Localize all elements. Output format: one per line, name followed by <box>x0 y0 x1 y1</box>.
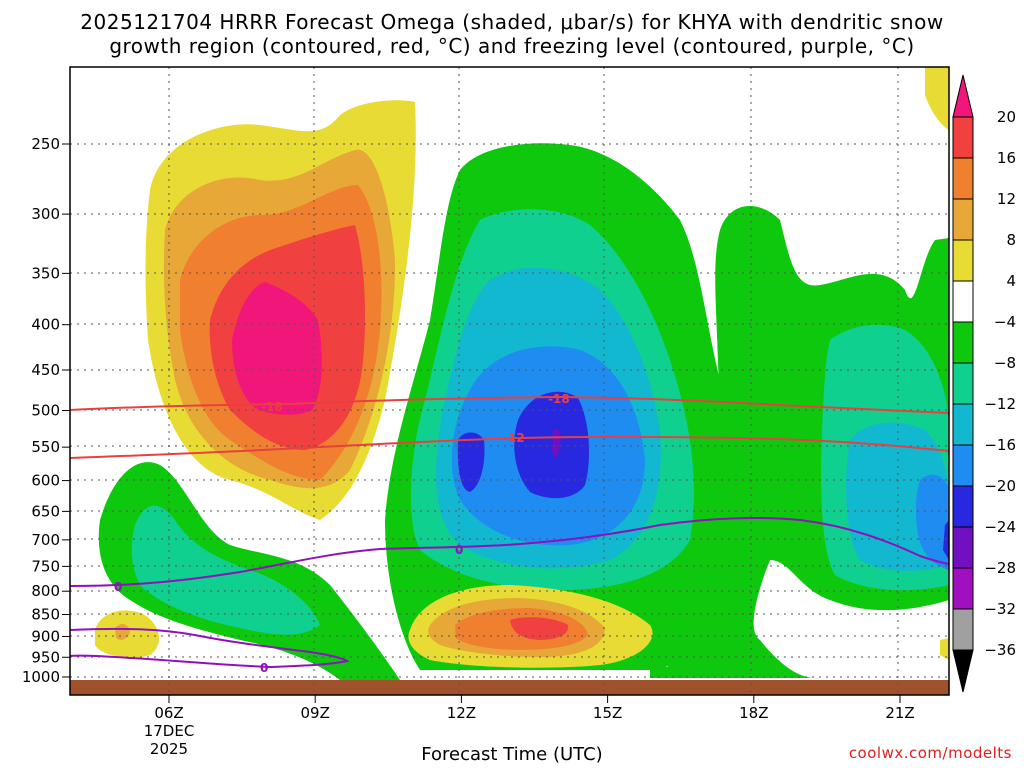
colorbar-bottom-arrow <box>952 649 974 693</box>
x-tick-label: 18Z <box>739 704 768 722</box>
x-tick-label: 09Z <box>301 704 330 722</box>
omega-neg-right-24 <box>943 520 949 560</box>
contour-minus-18 <box>69 395 950 414</box>
label-minus-18-b: -18 <box>548 392 570 406</box>
colorbar-label: 20 <box>997 108 1016 126</box>
colorbar-label: 16 <box>997 149 1016 167</box>
colorbar-bin <box>952 198 974 241</box>
freezing-level-contours <box>69 516 950 669</box>
label-minus-12: -12 <box>503 431 525 445</box>
label-zero-a: 0 <box>114 580 122 594</box>
omega-neg-24-b <box>457 432 485 492</box>
x-tick-label: 21Z <box>885 704 914 722</box>
x-tick-label: 06Z <box>154 704 183 722</box>
y-tick-label: 650 <box>31 502 60 520</box>
x-axis: 06Z 09Z 12Z 15Z 18Z 21Z <box>154 695 915 722</box>
omega-pos-20 <box>232 282 322 415</box>
colorbar-bin <box>952 239 974 282</box>
omega-pos-right-sliver <box>940 638 949 660</box>
contour-minus-12 <box>69 435 950 459</box>
colorbar-bin <box>952 280 974 323</box>
y-tick-label: 300 <box>31 205 60 223</box>
colorbar-label: −28 <box>984 559 1016 577</box>
dgz-contours <box>69 395 950 459</box>
y-tick-label: 950 <box>31 648 60 666</box>
x-tick-label: 12Z <box>447 704 476 722</box>
colorbar-label: −20 <box>984 477 1016 495</box>
colorbar-bin <box>952 485 974 528</box>
colorbar-bin <box>952 567 974 610</box>
colorbar-label: −36 <box>984 641 1016 659</box>
colorbar-label: −8 <box>994 354 1016 372</box>
colorbar: 20 16 12 8 4 −4 −8 −12 −16 −20 −24 −28 −32 −36 <box>952 74 1016 693</box>
colorbar-label: 8 <box>1006 231 1016 249</box>
y-tick-label: 450 <box>31 361 60 379</box>
colorbar-label: −4 <box>994 313 1016 331</box>
plot-frame <box>69 66 950 696</box>
y-tick-label: 750 <box>31 557 60 575</box>
label-zero-c: 0 <box>260 661 268 675</box>
y-axis: 250 300 350 400 450 500 550 600 650 700 750 800 850 9… <box>22 135 70 686</box>
x-axis-title: Forecast Time (UTC) <box>421 744 603 765</box>
label-zero-b: 0 <box>455 543 463 557</box>
colorbar-bin <box>952 608 974 651</box>
colorbar-bin <box>952 321 974 364</box>
colorbar-label: −12 <box>984 395 1016 413</box>
dgz-labels: -18 -18 -12 <box>261 392 570 445</box>
freezing-line-upper <box>69 516 950 587</box>
colorbar-label: −32 <box>984 600 1016 618</box>
y-tick-label: 700 <box>31 531 60 549</box>
chart-subtitle: growth region (contoured, red, °C) and f… <box>109 34 915 58</box>
colorbar-label: 4 <box>1006 272 1016 290</box>
ground-strip <box>70 680 949 695</box>
colorbar-label: 12 <box>997 190 1016 208</box>
colorbar-bin <box>952 362 974 405</box>
colorbar-label: −24 <box>984 518 1016 536</box>
freezing-line-lower <box>69 627 350 669</box>
colorbar-label: −16 <box>984 436 1016 454</box>
y-tick-label: 900 <box>31 627 60 645</box>
chart-title: 2025121704 HRRR Forecast Omega (shaded, … <box>80 10 944 34</box>
y-tick-label: 550 <box>31 438 60 456</box>
colorbar-bin <box>952 157 974 200</box>
y-tick-label: 350 <box>31 264 60 282</box>
freezing-labels: 0 0 0 <box>114 543 463 675</box>
label-minus-18-a: -18 <box>261 400 283 414</box>
y-tick-label: 500 <box>31 402 60 420</box>
y-tick-label: 850 <box>31 606 60 624</box>
x-date-year: 2025 <box>150 740 188 758</box>
omega-neg-right-20 <box>915 474 949 570</box>
colorbar-bin <box>952 403 974 446</box>
y-tick-label: 250 <box>31 135 60 153</box>
omega-shading <box>70 67 949 695</box>
omega-pos-topright <box>925 67 949 130</box>
omega-neg-24-a <box>514 391 590 499</box>
y-tick-label: 600 <box>31 472 60 490</box>
omega-neg-bottom-sliver <box>650 666 720 678</box>
colorbar-bin <box>952 116 974 159</box>
colorbar-bin <box>952 526 974 569</box>
y-tick-label: 800 <box>31 582 60 600</box>
x-tick-label: 15Z <box>593 704 622 722</box>
x-date-day: 17DEC <box>144 722 195 740</box>
colorbar-top-arrow <box>952 74 974 118</box>
omega-neg-left-2 <box>131 505 320 635</box>
omega-pos-bottom-16 <box>510 617 569 640</box>
y-tick-label: 1000 <box>22 668 60 686</box>
colorbar-bin <box>952 444 974 487</box>
credit-link[interactable]: coolwx.com/modelts <box>848 744 1012 762</box>
y-tick-label: 400 <box>31 316 60 334</box>
omega-neg-28 <box>552 428 561 458</box>
